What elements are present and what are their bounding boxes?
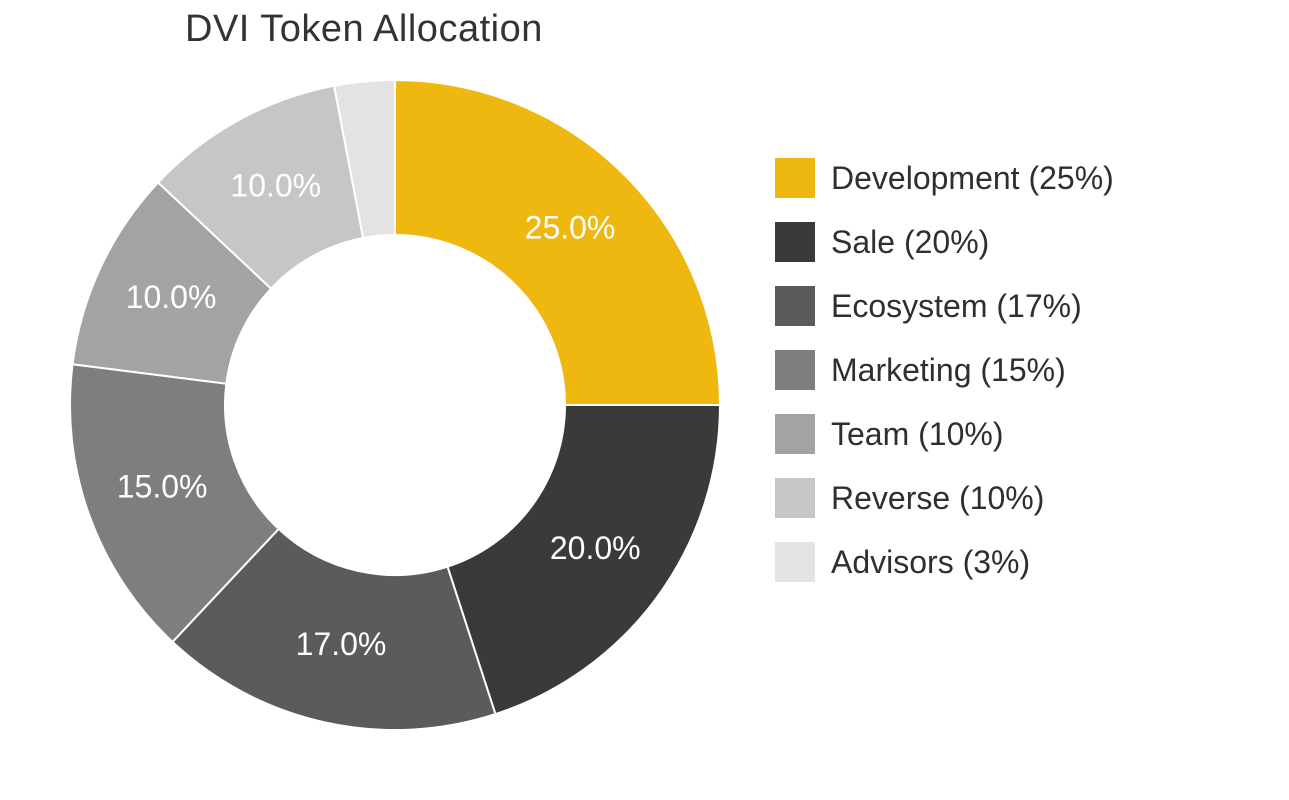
slice-label-ecosystem: 17.0% [296,626,387,662]
legend-label: Advisors (3%) [831,544,1030,581]
legend-item-development: Development (25%) [775,158,1114,198]
legend-label: Team (10%) [831,416,1004,453]
slice-label-development: 25.0% [525,209,616,245]
legend-swatch [775,414,815,454]
legend-item-reverse: Reverse (10%) [775,478,1114,518]
legend-swatch [775,222,815,262]
legend-label: Marketing (15%) [831,352,1066,389]
legend-swatch [775,158,815,198]
legend-swatch [775,478,815,518]
legend-item-sale: Sale (20%) [775,222,1114,262]
legend-swatch [775,350,815,390]
slice-label-team: 10.0% [126,279,217,315]
legend-item-marketing: Marketing (15%) [775,350,1114,390]
legend: Development (25%) Sale (20%) Ecosystem (17… [775,158,1114,582]
slice-label-marketing: 15.0% [117,468,208,504]
legend-label: Ecosystem (17%) [831,288,1082,325]
legend-swatch [775,542,815,582]
legend-item-ecosystem: Ecosystem (17%) [775,286,1114,326]
legend-item-advisors: Advisors (3%) [775,542,1114,582]
donut-chart: 25.0% 20.0% 17.0% 15.0% 10.0% 10.0% [55,65,735,745]
legend-label: Reverse (10%) [831,480,1044,517]
chart-title: DVI Token Allocation [185,8,543,51]
donut-svg: 25.0% 20.0% 17.0% 15.0% 10.0% 10.0% [55,65,735,745]
chart-container: DVI Token Allocation 25.0% 20.0% 17.0% 15.0… [0,0,1289,800]
legend-label: Development (25%) [831,160,1114,197]
legend-swatch [775,286,815,326]
slice-label-reverse: 10.0% [230,168,321,204]
legend-label: Sale (20%) [831,224,989,261]
slice-label-sale: 20.0% [550,530,641,566]
legend-item-team: Team (10%) [775,414,1114,454]
